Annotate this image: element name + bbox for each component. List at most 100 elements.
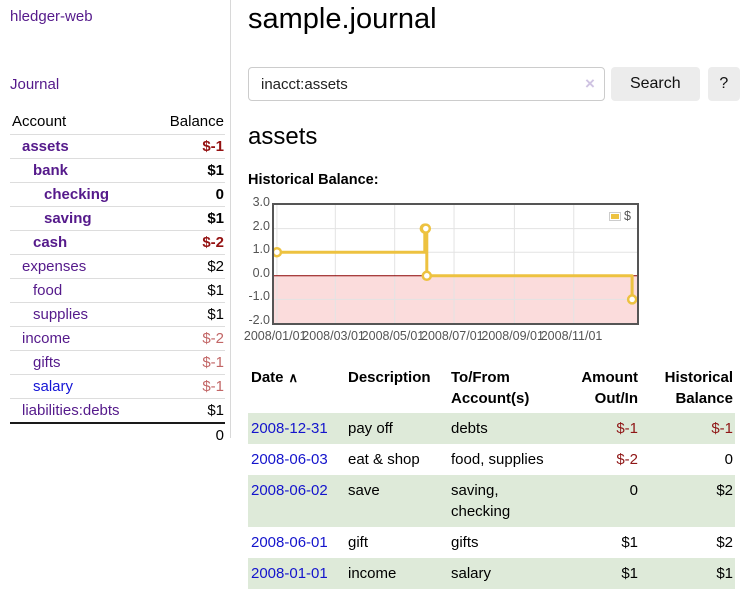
balance-column-header: Balance bbox=[169, 113, 224, 130]
transaction-date-link[interactable]: 2008-06-01 bbox=[251, 534, 328, 551]
x-axis-tick-label: 2008/11/01 bbox=[540, 329, 603, 343]
account-link[interactable]: saving bbox=[44, 210, 92, 227]
account-balance: $1 bbox=[151, 278, 225, 303]
account-balance: 0 bbox=[151, 182, 225, 207]
clear-search-icon[interactable]: × bbox=[585, 74, 595, 93]
x-axis-tick-label: 2008/03/01 bbox=[302, 329, 365, 343]
account-balance: $2 bbox=[151, 254, 225, 279]
transaction-description: eat & shop bbox=[348, 451, 420, 468]
transaction-row: 2008-06-02 save saving, checking 0 $2 bbox=[248, 475, 735, 527]
main-content: sample.journal × Search ? assets Histori… bbox=[244, 0, 740, 589]
account-link[interactable]: assets bbox=[22, 138, 69, 155]
help-button[interactable]: ? bbox=[707, 67, 740, 101]
account-link[interactable]: food bbox=[33, 282, 63, 299]
account-row: cash $-2 bbox=[10, 230, 225, 255]
historical-balance-chart: 3.0 2.0 1.0 0.0 -1.0 -2.0 $ 2008/01/01 2008/03… bbox=[242, 195, 672, 343]
transaction-balance: 0 bbox=[724, 451, 733, 468]
transaction-amount: $1 bbox=[621, 534, 638, 551]
account-row: expenses $2 bbox=[10, 254, 225, 279]
account-link[interactable]: supplies bbox=[33, 306, 89, 323]
accounts-table-header: Account Balance bbox=[10, 110, 225, 135]
account-row: checking 0 bbox=[10, 182, 225, 207]
transaction-row: 2008-06-03 eat & shop food, supplies $-2 0 bbox=[248, 444, 735, 475]
transaction-description: income bbox=[348, 565, 397, 582]
transaction-amount: $-1 bbox=[616, 420, 638, 437]
account-link[interactable]: bank bbox=[33, 162, 69, 179]
transaction-accounts: salary bbox=[451, 565, 492, 582]
x-axis-tick-label: 2008/07/01 bbox=[421, 329, 484, 343]
register-table-header: Date ∧ Description To/From Account(s) Amo… bbox=[248, 363, 735, 413]
transaction-date-link[interactable]: 2008-12-31 bbox=[251, 420, 328, 437]
sidebar-item-journal[interactable]: Journal bbox=[10, 76, 60, 93]
transaction-row: 2008-12-31 pay off debts $-1 $-1 bbox=[248, 413, 735, 444]
y-axis-tick-label: 3.0 bbox=[252, 195, 270, 209]
transaction-date-link[interactable]: 2008-06-02 bbox=[251, 482, 328, 499]
account-column-header: Account bbox=[12, 113, 67, 130]
account-balance: $1 bbox=[151, 302, 225, 327]
y-axis-tick-label: 1.0 bbox=[252, 242, 270, 257]
account-link[interactable]: cash bbox=[33, 234, 68, 251]
account-row: supplies $1 bbox=[10, 302, 225, 327]
account-row: bank $1 bbox=[10, 158, 225, 183]
transaction-description: save bbox=[348, 482, 380, 499]
amount-column-header: Amount Out/In bbox=[581, 369, 638, 407]
y-axis-tick-label: 2.0 bbox=[252, 218, 270, 233]
sort-ascending-icon: ∧ bbox=[288, 370, 299, 385]
search-form: × Search ? bbox=[248, 67, 740, 101]
chart-plot-area: $ bbox=[272, 203, 639, 325]
account-balance: $-1 bbox=[151, 374, 225, 399]
account-link[interactable]: gifts bbox=[33, 354, 61, 371]
search-input[interactable] bbox=[248, 67, 605, 101]
x-axis-tick-label: 2008/09/01 bbox=[481, 329, 544, 343]
account-title: assets bbox=[248, 123, 318, 150]
account-row: salary $-1 bbox=[10, 374, 225, 399]
account-row: assets $-1 bbox=[10, 134, 225, 159]
x-axis-tick-label: 2008/01/01 bbox=[243, 329, 307, 343]
search-box: × bbox=[248, 67, 605, 101]
account-row: income $-2 bbox=[10, 326, 225, 351]
account-link[interactable]: salary bbox=[33, 378, 74, 395]
y-axis-tick-label: -1.0 bbox=[248, 289, 270, 304]
account-balance: $-1 bbox=[151, 134, 225, 159]
date-column-header[interactable]: Date ∧ bbox=[251, 369, 299, 386]
transaction-balance: $2 bbox=[716, 482, 733, 499]
transaction-amount: 0 bbox=[629, 482, 638, 499]
account-balance: $1 bbox=[151, 158, 225, 183]
account-balance: $1 bbox=[151, 206, 225, 231]
transaction-balance: $1 bbox=[716, 565, 733, 582]
accounts-table: Account Balance assets $-1 bank $1 checking 0… bbox=[10, 110, 225, 447]
transaction-accounts: food, supplies bbox=[451, 451, 544, 468]
page-title: sample.journal bbox=[248, 3, 437, 35]
y-axis-tick-label: 0.0 bbox=[252, 265, 270, 280]
accounts-total-value: 0 bbox=[151, 422, 225, 447]
account-link[interactable]: liabilities:debts bbox=[22, 402, 120, 419]
account-balance: $-2 bbox=[151, 326, 225, 351]
transaction-accounts: gifts bbox=[451, 534, 479, 551]
transaction-row: 2008-01-01 income salary $1 $1 bbox=[248, 558, 735, 589]
account-link[interactable]: income bbox=[22, 330, 71, 347]
transaction-amount: $1 bbox=[621, 565, 638, 582]
account-balance: $1 bbox=[151, 398, 225, 423]
tofrom-column-header: To/From Account(s) bbox=[451, 369, 530, 407]
transaction-accounts: saving, checking bbox=[451, 482, 511, 520]
app-title-link[interactable]: hledger-web bbox=[10, 8, 93, 25]
transaction-date-link[interactable]: 2008-06-03 bbox=[251, 451, 328, 468]
account-link[interactable]: expenses bbox=[22, 258, 87, 275]
transaction-accounts: debts bbox=[451, 420, 488, 437]
transaction-date-link[interactable]: 2008-01-01 bbox=[251, 565, 328, 582]
account-link[interactable]: checking bbox=[44, 186, 110, 203]
legend-series-label: $ bbox=[624, 209, 631, 223]
transaction-description: gift bbox=[348, 534, 369, 551]
chart-title: Historical Balance: bbox=[248, 172, 379, 188]
search-button[interactable]: Search bbox=[610, 67, 700, 101]
legend-color-swatch bbox=[609, 211, 622, 221]
account-balance: $-2 bbox=[151, 230, 225, 255]
account-balance: $-1 bbox=[151, 350, 225, 375]
register-table: Date ∧ Description To/From Account(s) Amo… bbox=[248, 363, 735, 589]
transaction-amount: $-2 bbox=[616, 451, 638, 468]
chart-legend: $ bbox=[607, 208, 633, 224]
account-row: liabilities:debts $1 bbox=[10, 398, 225, 423]
transaction-description: pay off bbox=[348, 420, 393, 437]
y-axis-tick-label: -2.0 bbox=[248, 313, 270, 327]
transaction-balance: $2 bbox=[716, 534, 733, 551]
